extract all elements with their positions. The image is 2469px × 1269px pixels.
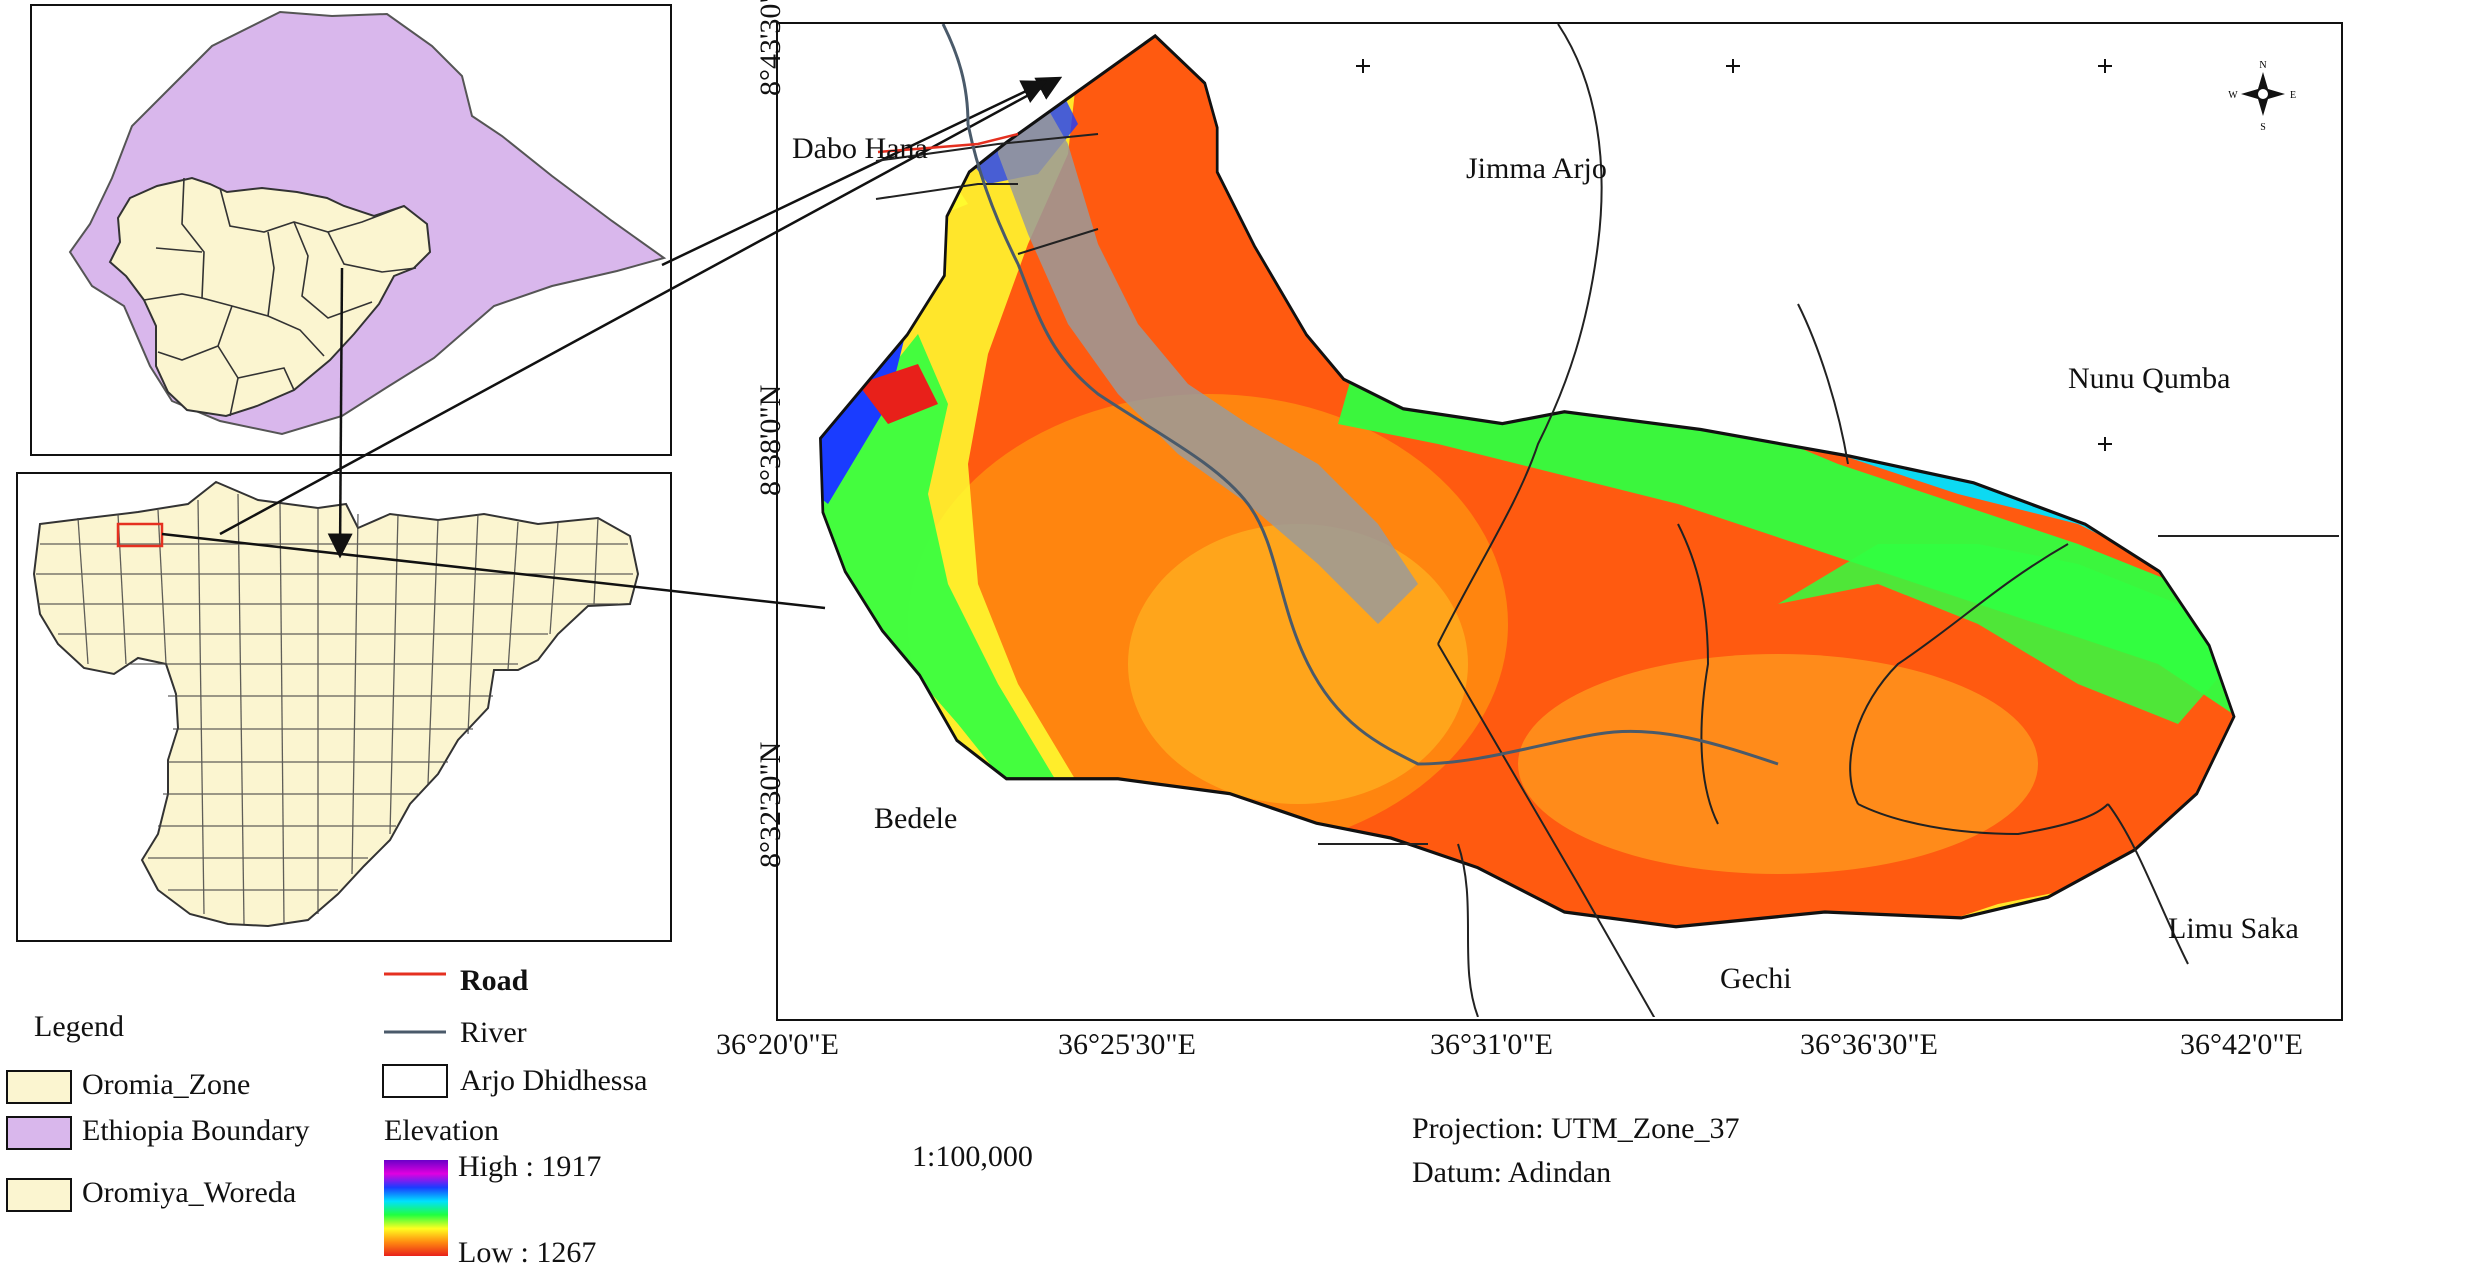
place-gechi: Gechi — [1720, 962, 1792, 995]
legend-road-symbol — [384, 972, 446, 976]
lon-label-5: 36°42'0"E — [2180, 1028, 2303, 1061]
legend-oromia-zone: Oromia_Zone — [82, 1068, 251, 1101]
legend-swatch-oromiya-woreda — [6, 1178, 72, 1212]
legend-river-symbol — [384, 1030, 446, 1034]
legend-elevation-high: High : 1917 — [458, 1150, 602, 1183]
main-map-frame — [776, 22, 2343, 1021]
woreda-boundaries — [875, 24, 2339, 1017]
legend-river: River — [460, 1016, 527, 1049]
place-limu-saka: Limu Saka — [2168, 912, 2299, 945]
ethiopia-inset-frame — [30, 4, 672, 456]
main-map: N S E W — [819, 24, 2339, 1017]
oromia-inset-frame — [16, 472, 672, 942]
legend-arjo: Arjo Dhidhessa — [460, 1064, 648, 1097]
place-jimma-arjo: Jimma Arjo — [1466, 152, 1607, 185]
legend-oromiya-woreda: Oromiya_Woreda — [82, 1176, 297, 1209]
lat-label-1: 8°43'30"N — [754, 0, 787, 96]
oromiya-woreda-shape — [32, 480, 640, 928]
compass-w: W — [2228, 90, 2238, 101]
legend-ethiopia-boundary: Ethiopia Boundary — [82, 1114, 310, 1147]
legend-swatch-ethiopia-boundary — [6, 1116, 72, 1150]
map-datum: Datum: Adindan — [1412, 1156, 1612, 1189]
legend-title: Legend — [34, 1010, 124, 1043]
place-bedele: Bedele — [874, 802, 958, 835]
road-line — [877, 132, 1019, 154]
map-projection: Projection: UTM_Zone_37 — [1412, 1112, 1740, 1145]
lon-label-3: 36°31'0"E — [1430, 1028, 1553, 1061]
compass-e: E — [2290, 90, 2296, 101]
place-dabo-hana: Dabo Hana — [792, 132, 928, 165]
compass-rose-icon: N S E W — [2228, 60, 2296, 133]
lon-label-1: 36°20'0"E — [716, 1028, 839, 1061]
legend-swatch-oromia-zone — [6, 1070, 72, 1104]
compass-s: S — [2260, 122, 2266, 133]
legend-swatch-arjo — [382, 1064, 448, 1098]
map-scale: 1:100,000 — [912, 1140, 1033, 1173]
place-nunu-qumba: Nunu Qumba — [2068, 362, 2231, 395]
river-line — [941, 24, 1779, 766]
legend-road: Road — [460, 964, 529, 997]
lat-label-3: 8°32'30"N — [754, 741, 787, 868]
compass-n: N — [2259, 60, 2266, 71]
legend-elevation-low: Low : 1267 — [458, 1236, 597, 1269]
ethiopia-inset-map — [68, 10, 667, 436]
legend-elevation-title: Elevation — [384, 1114, 499, 1147]
lon-label-4: 36°36'30"E — [1800, 1028, 1938, 1061]
lon-label-2: 36°25'30"E — [1058, 1028, 1196, 1061]
legend-elevation-ramp — [384, 1160, 448, 1256]
lat-label-2: 8°38'0"N — [754, 384, 787, 496]
arjo-dhidhessa-boundary — [819, 33, 2236, 929]
oromia-inset-map — [32, 480, 640, 928]
